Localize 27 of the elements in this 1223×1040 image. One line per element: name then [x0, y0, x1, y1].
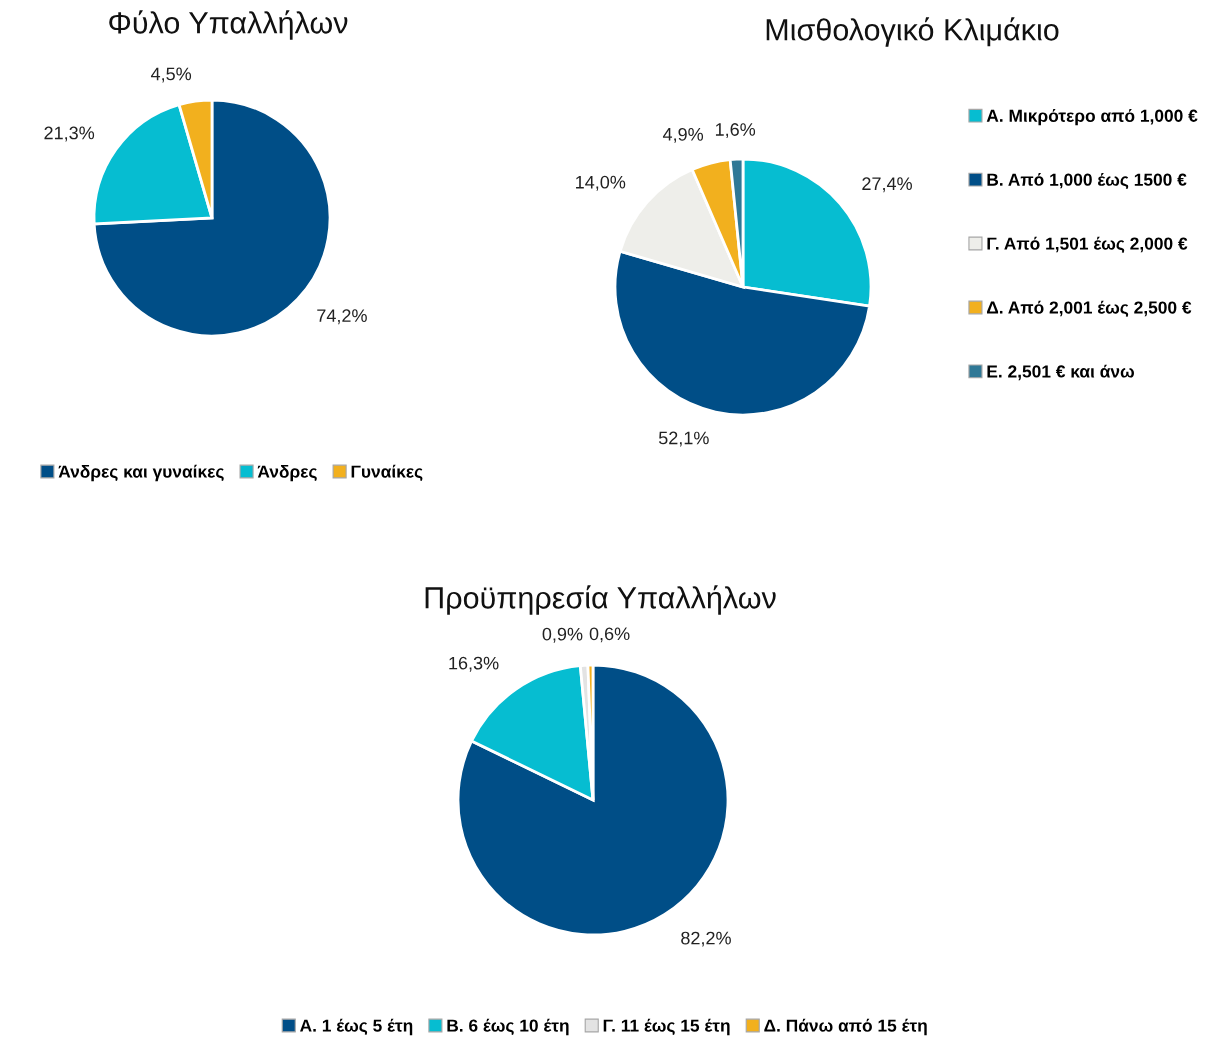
- chart-title: Μισθολογικό Κλιμάκιο: [766, 17, 1059, 47]
- data-label: 14,0%: [576, 175, 626, 191]
- data-label: 82,2%: [681, 931, 731, 947]
- data-label: 4,9%: [662, 127, 704, 143]
- data-label: 0,6%: [589, 627, 630, 643]
- chart-title: Φύλο Υπαλλήλων: [109, 10, 348, 40]
- data-label: 21,3%: [44, 126, 95, 142]
- data-label: 27,4%: [862, 177, 912, 193]
- legend-label: Άνδρες και γυναίκες: [58, 464, 224, 482]
- legend-label: Δ. Πάνω από 15 έτη: [764, 1018, 927, 1036]
- data-label: 52,1%: [658, 431, 709, 447]
- legend-label: Γ. Από 1,501 έως 2,000 €: [987, 236, 1188, 253]
- data-label: 74,2%: [317, 309, 367, 325]
- legend-label: Β. Από 1,000 έως 1500 €: [987, 172, 1187, 190]
- data-label: 4,5%: [150, 67, 192, 83]
- legend-label: Δ. Από 2,001 έως 2,500 €: [987, 300, 1192, 317]
- legend-label: Β. 6 έως 10 έτη: [447, 1018, 569, 1036]
- legend-label: Άνδρες: [257, 465, 317, 482]
- legend-label: Γυναίκες: [351, 464, 423, 481]
- legend-label: Γ. 11 έως 15 έτη: [603, 1018, 730, 1036]
- legend-label: Α. 1 έως 5 έτη: [300, 1018, 413, 1036]
- legend-label: Α. Μικρότερο από 1,000 €: [986, 108, 1198, 126]
- data-label: 16,3%: [449, 656, 499, 672]
- chart-title: Προϋπηρεσία Υπαλλήλων: [425, 585, 776, 615]
- data-label: 0,9%: [542, 627, 583, 643]
- data-label: 1,6%: [715, 123, 756, 139]
- legend-label: Ε. 2,501 € και άνω: [987, 364, 1134, 381]
